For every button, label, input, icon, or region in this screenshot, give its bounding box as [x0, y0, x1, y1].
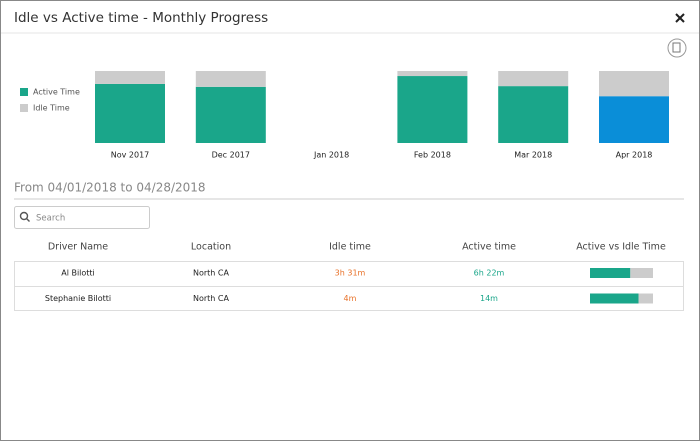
close-button[interactable]	[675, 13, 685, 23]
x-tick-label: Dec 2017	[212, 151, 250, 160]
export-button[interactable]	[667, 38, 687, 58]
table-cell: North CA	[193, 269, 230, 278]
bar-segment	[498, 71, 569, 87]
table-cell: 3h 31m	[335, 269, 366, 278]
bar-segment	[195, 86, 266, 143]
bar-segment	[95, 71, 165, 84]
date-range: From 04/01/2018 to 04/28/2018	[14, 181, 206, 195]
table-cell: 14m	[480, 294, 498, 303]
legend-label: Idle Time	[33, 104, 70, 113]
active-bar	[590, 293, 639, 304]
x-tick-label: Mar 2018	[514, 151, 552, 160]
idle-bar	[630, 268, 653, 278]
legend-label: Active Time	[33, 88, 80, 97]
column-header: Location	[191, 242, 231, 253]
table-cell: Al Bilotti	[61, 269, 95, 278]
search-placeholder: Search	[36, 214, 65, 224]
table-cell: North CA	[193, 294, 230, 303]
table-cell: 6h 22m	[474, 269, 505, 278]
bar-segment	[95, 83, 165, 143]
search-box[interactable]: Search	[14, 206, 150, 229]
column-header: Idle time	[329, 242, 371, 253]
column-header: Driver Name	[48, 242, 108, 253]
x-tick-label: Jan 2018	[313, 151, 349, 160]
bar-segment	[397, 71, 468, 77]
x-tick-label: Apr 2018	[616, 151, 653, 160]
bar-segment	[599, 96, 669, 143]
bar-segment	[397, 76, 468, 143]
active-bar	[590, 268, 631, 278]
legend-swatch	[20, 88, 28, 96]
x-tick-label: Nov 2017	[111, 151, 150, 160]
column-header: Active vs Idle Time	[576, 242, 666, 253]
table-cell: Stephanie Bilotti	[45, 294, 111, 303]
bar-segment	[195, 71, 266, 87]
bar-segment	[498, 86, 569, 143]
x-tick-label: Feb 2018	[414, 151, 451, 160]
bar-segment	[599, 71, 669, 97]
idle-bar	[638, 293, 653, 304]
legend-swatch	[20, 104, 28, 112]
table-cell: 4m	[344, 294, 357, 303]
modal-title: Idle vs Active time - Monthly Progress	[14, 10, 268, 26]
column-header: Active time	[462, 242, 516, 253]
